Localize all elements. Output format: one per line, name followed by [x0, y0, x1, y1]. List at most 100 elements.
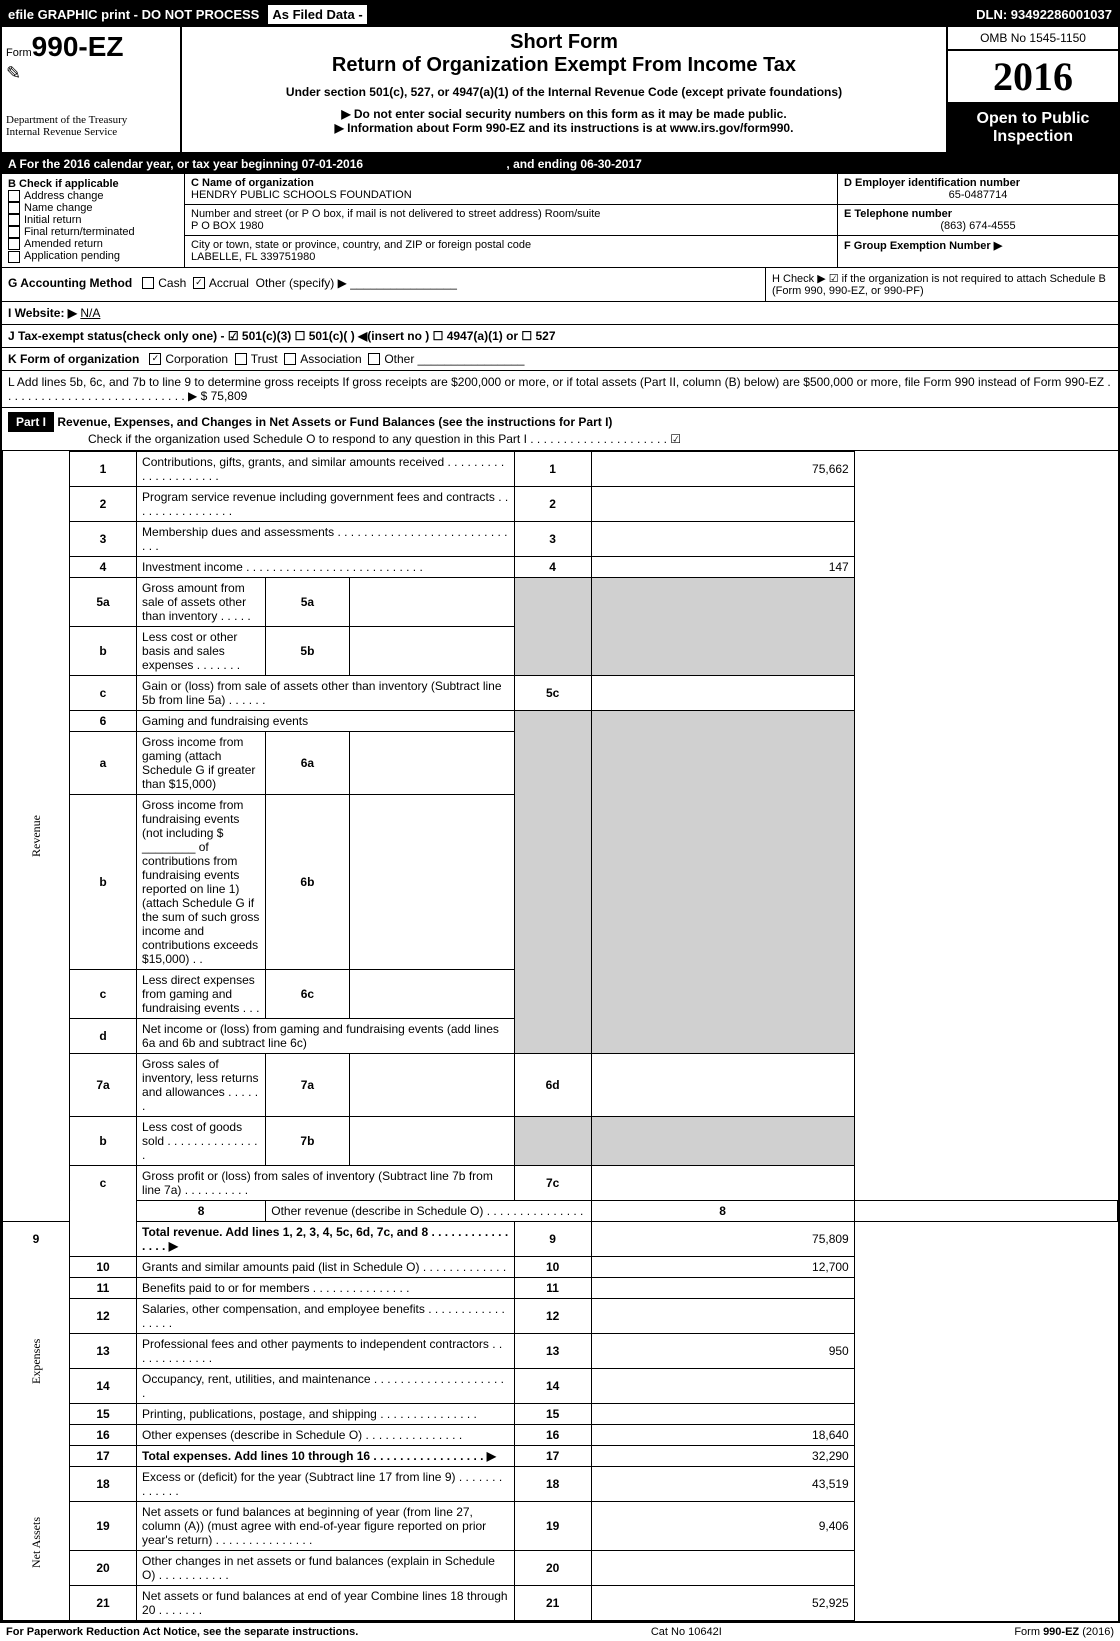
- sub-val: [349, 1116, 514, 1165]
- line-desc: Less cost of goods sold . . . . . . . . …: [137, 1116, 266, 1165]
- line-no: 17: [70, 1445, 137, 1466]
- line-val: 75,809: [591, 1221, 854, 1256]
- checkbox-cash[interactable]: [142, 277, 154, 289]
- line-val: [591, 486, 854, 521]
- checkbox-trust[interactable]: [235, 353, 247, 365]
- checkbox-accrual[interactable]: ✓: [193, 277, 205, 289]
- line-col: 15: [514, 1403, 591, 1424]
- shade-cell: [591, 710, 854, 1053]
- line-desc: Professional fees and other payments to …: [137, 1333, 515, 1368]
- cb-label: Amended return: [24, 238, 103, 250]
- line-desc: Net assets or fund balances at end of ye…: [137, 1585, 515, 1620]
- org-name: HENDRY PUBLIC SCHOOLS FOUNDATION: [191, 189, 831, 201]
- line-col: 5c: [514, 675, 591, 710]
- line-no: 8: [137, 1200, 266, 1221]
- info-line: ▶ Information about Form 990-EZ and its …: [188, 121, 940, 135]
- box-f-label: F Group Exemption Number ▶: [844, 239, 1112, 252]
- line-col: 16: [514, 1424, 591, 1445]
- phone-value: (863) 674-4555: [844, 220, 1112, 232]
- city-label: City or town, state or province, country…: [191, 239, 831, 251]
- line-desc: Membership dues and assessments . . . . …: [137, 521, 515, 556]
- boxes-def: D Employer identification number 65-0487…: [838, 174, 1118, 267]
- line-desc: Other revenue (describe in Schedule O) .…: [266, 1200, 591, 1221]
- cb-label: Address change: [24, 190, 104, 202]
- line-desc: Gaming and fundraising events: [137, 710, 515, 731]
- line-col: 18: [514, 1466, 591, 1501]
- row-j: J Tax-exempt status(check only one) - ☑ …: [2, 325, 1118, 348]
- line-val: 75,662: [591, 451, 854, 486]
- part-i-check: Check if the organization used Schedule …: [88, 432, 1112, 446]
- sub-val: [349, 794, 514, 969]
- line-desc: Contributions, gifts, grants, and simila…: [137, 451, 515, 486]
- checkbox-final[interactable]: [8, 226, 20, 238]
- cb-label: Final return/terminated: [24, 226, 135, 238]
- line-desc: Other expenses (describe in Schedule O) …: [137, 1424, 515, 1445]
- line-val: [591, 1298, 854, 1333]
- box-e-label: E Telephone number: [844, 208, 1112, 220]
- cash-label: Cash: [158, 276, 186, 290]
- checkbox-address[interactable]: [8, 190, 20, 202]
- open-public-2: Inspection: [954, 128, 1112, 146]
- section-a-text: A For the 2016 calendar year, or tax yea…: [8, 157, 363, 171]
- row-l: L Add lines 5b, 6c, and 7b to line 9 to …: [2, 371, 1118, 408]
- checkbox-pending[interactable]: [8, 251, 20, 263]
- under-section: Under section 501(c), 527, or 4947(a)(1)…: [188, 85, 940, 99]
- checkbox-corp[interactable]: ✓: [149, 353, 161, 365]
- row-k: K Form of organization ✓Corporation Trus…: [2, 348, 1118, 371]
- line-desc: Excess or (deficit) for the year (Subtra…: [137, 1466, 515, 1501]
- line-no: b: [70, 1116, 137, 1165]
- line-col: 12: [514, 1298, 591, 1333]
- part-i-header: Part I Revenue, Expenses, and Changes in…: [2, 408, 1118, 451]
- line-no: 2: [70, 486, 137, 521]
- line-desc: Salaries, other compensation, and employ…: [137, 1298, 515, 1333]
- line-no: b: [70, 794, 137, 969]
- shade-cell: [514, 1116, 591, 1165]
- line-col: 2: [514, 486, 591, 521]
- line-desc: Less cost or other basis and sales expen…: [137, 626, 266, 675]
- checkbox-amended[interactable]: [8, 238, 20, 250]
- shade-cell: [591, 577, 854, 675]
- line-val: 32,290: [591, 1445, 854, 1466]
- line-no: 9: [3, 1221, 70, 1256]
- open-public: Open to Public Inspection: [948, 104, 1118, 152]
- form-990ez: efile GRAPHIC print - DO NOT PROCESS As …: [0, 0, 1120, 1623]
- line-no: c: [70, 1165, 137, 1200]
- ein-value: 65-0487714: [844, 189, 1112, 201]
- line-no: c: [70, 969, 137, 1018]
- line-desc: Net assets or fund balances at beginning…: [137, 1501, 515, 1550]
- line-no: c: [70, 675, 137, 710]
- line-val: [591, 1550, 854, 1585]
- checkbox-other[interactable]: [368, 353, 380, 365]
- line-desc: Grants and similar amounts paid (list in…: [137, 1256, 515, 1277]
- checkbox-initial[interactable]: [8, 214, 20, 226]
- line-no: 6: [70, 710, 137, 731]
- row-k-label: K Form of organization: [8, 352, 139, 366]
- line-no: 7a: [70, 1053, 137, 1116]
- shade-cell: [514, 710, 591, 1053]
- city-value: LABELLE, FL 339751980: [191, 251, 831, 263]
- accrual-label: Accrual: [209, 276, 249, 290]
- line-no: 18: [70, 1466, 137, 1501]
- line-val: 52,925: [591, 1585, 854, 1620]
- efile-label: efile GRAPHIC print - DO NOT PROCESS: [2, 4, 265, 25]
- sub-val: [349, 626, 514, 675]
- box-c-label: C Name of organization: [191, 177, 831, 189]
- line-col: 6d: [514, 1053, 591, 1116]
- line-val: 12,700: [591, 1256, 854, 1277]
- line-desc: Total expenses. Add lines 10 through 16 …: [137, 1445, 515, 1466]
- shade-cell: [591, 1116, 854, 1165]
- line-col: 8: [591, 1200, 854, 1221]
- line-val: [591, 1403, 854, 1424]
- checkbox-name[interactable]: [8, 202, 20, 214]
- website-label: I Website: ▶: [8, 306, 77, 320]
- row-i: I Website: ▶ N/A: [2, 302, 1118, 325]
- line-no: 19: [70, 1501, 137, 1550]
- line-no: 12: [70, 1298, 137, 1333]
- expenses-side-label: Expenses: [3, 1256, 70, 1466]
- part-i-title: Revenue, Expenses, and Changes in Net As…: [57, 415, 612, 429]
- shade-cell: [514, 577, 591, 675]
- footer-row: For Paperwork Reduction Act Notice, see …: [0, 1623, 1120, 1641]
- checkbox-assoc[interactable]: [284, 353, 296, 365]
- sub-val: [349, 969, 514, 1018]
- line-col: 10: [514, 1256, 591, 1277]
